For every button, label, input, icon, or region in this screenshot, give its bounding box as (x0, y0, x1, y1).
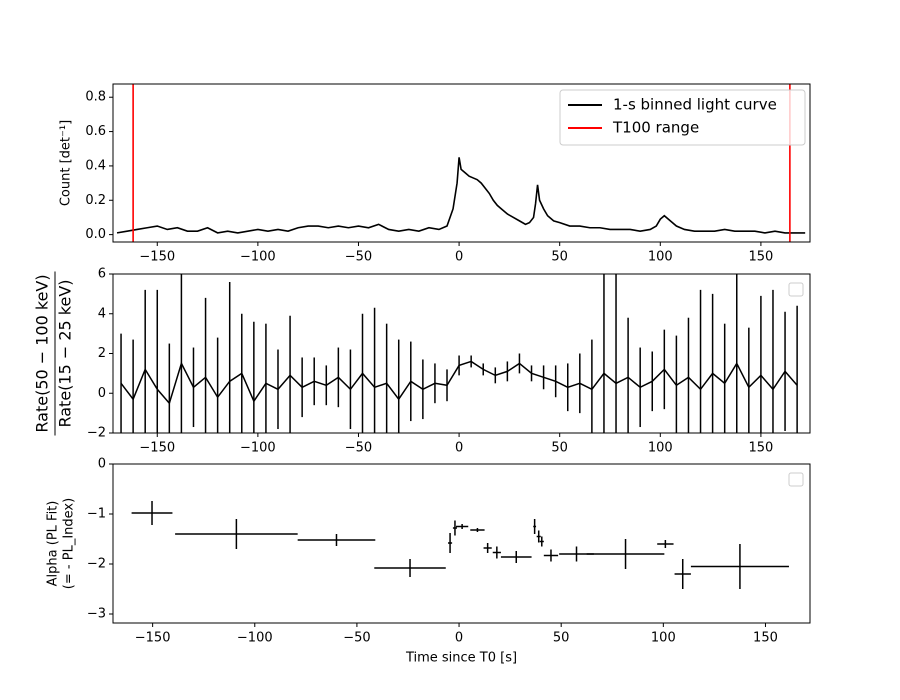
x-tick-label: 50 (551, 250, 568, 265)
x-tick-label: 0 (455, 441, 463, 456)
x-tick-label: 150 (748, 441, 773, 456)
plot-area (131, 501, 789, 589)
y-tick-label: 0.2 (85, 193, 106, 208)
y-tick-label: 0 (98, 457, 106, 472)
x-tick-label: 150 (748, 250, 773, 265)
legend-box (788, 282, 804, 297)
x-tick-label: 100 (648, 250, 673, 265)
light-curve (116, 157, 806, 234)
x-tick-label: −100 (237, 631, 273, 646)
y-axis-label: (= - PL_Index) (62, 498, 77, 589)
y-tick-label: 0.4 (85, 158, 106, 173)
y-tick-label: −2 (87, 557, 106, 572)
plot-area (120, 274, 798, 433)
x-tick-label: −50 (343, 631, 370, 646)
legend-box (559, 89, 806, 146)
x-axis-label: Time since T0 [s] (405, 651, 517, 666)
x-tick-label: 100 (651, 631, 676, 646)
x-tick-label: −150 (139, 441, 175, 456)
axes-frame (112, 463, 811, 624)
y-tick-label: 0.8 (85, 90, 106, 105)
x-tick-label: −50 (345, 250, 372, 265)
x-tick-label: −150 (139, 250, 175, 265)
x-tick-label: 100 (648, 441, 673, 456)
y-tick-label: 6 (98, 267, 106, 282)
axes-frame (112, 83, 811, 243)
x-tick-label: −150 (135, 631, 171, 646)
x-tick-label: 150 (753, 631, 778, 646)
x-tick-label: 50 (551, 441, 568, 456)
x-tick-label: 50 (553, 631, 570, 646)
x-tick-label: 0 (455, 631, 463, 646)
y-axis-label: Rate(15 − 25 keV) (56, 279, 75, 427)
legend-label: T100 range (612, 119, 699, 137)
y-tick-label: 2 (98, 346, 106, 361)
y-axis-label: Alpha (PL Fit) (46, 501, 61, 587)
axes-frame (112, 273, 811, 434)
y-tick-label: −2 (87, 426, 106, 441)
y-tick-label: −1 (87, 507, 106, 522)
y-tick-label: 0.6 (85, 124, 106, 139)
x-tick-label: −100 (240, 441, 276, 456)
x-tick-label: −50 (345, 441, 372, 456)
y-tick-label: 0.0 (85, 227, 106, 242)
y-axis-label: Count [det⁻¹] (59, 120, 74, 206)
y-tick-label: 4 (98, 306, 106, 321)
legend-box (788, 472, 804, 487)
legend-label: 1-s binned light curve (613, 96, 777, 114)
y-tick-label: −3 (87, 607, 106, 622)
y-axis-label: Rate(50 − 100 keV) (33, 274, 52, 432)
y-tick-label: 0 (98, 386, 106, 401)
x-tick-label: 0 (455, 250, 463, 265)
x-tick-label: −100 (240, 250, 276, 265)
